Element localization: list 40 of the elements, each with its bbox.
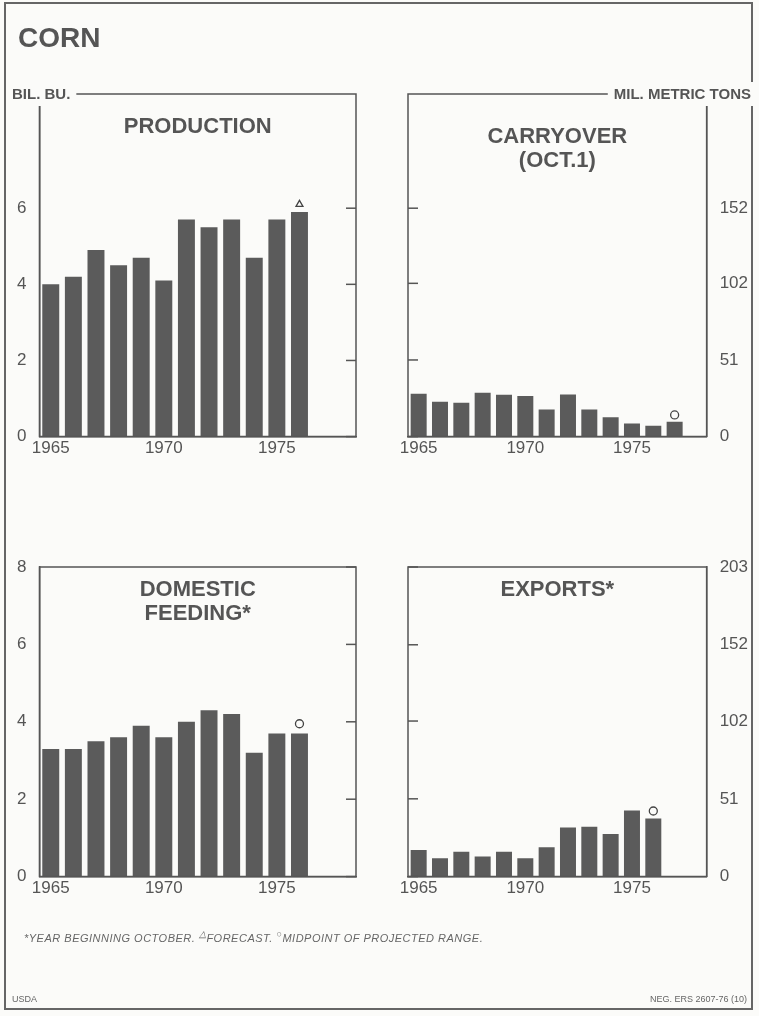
x-tick-label: 1965: [31, 878, 70, 898]
y-tick-label: 2: [16, 788, 27, 808]
text: USDA: [12, 994, 38, 1004]
y2-tick-label: 203: [719, 556, 749, 576]
x-tick-label: 1975: [613, 878, 651, 898]
y2-tick-label: 152: [719, 634, 749, 654]
y2-tick-label: 51: [719, 788, 739, 808]
text: CARRYOVER (OCT.1): [487, 123, 628, 173]
y-axis-title: BIL. BU.: [12, 84, 71, 102]
text: EXPORTS*: [500, 576, 615, 602]
y-tick-label: 0: [16, 426, 27, 446]
y-tick-label: 4: [16, 274, 27, 294]
x-tick-label: 1970: [506, 438, 545, 458]
text: *YEAR BEGINNING OCTOBER. $^{△}$FORECAST. $^{○}$MIDPOINT OF PROJECTED RANGE.: [24, 928, 484, 944]
x-tick-label: 1965: [31, 438, 70, 458]
y-tick-label: 6: [16, 634, 27, 654]
y-tick-label: 4: [16, 711, 27, 731]
text: NEG. ERS 2607-76 (10): [649, 994, 747, 1004]
x-tick-label: 1970: [144, 438, 183, 458]
y2-tick-label: 0: [719, 426, 730, 446]
y-tick-label: 2: [16, 350, 27, 370]
x-tick-label: 1965: [399, 878, 438, 898]
x-tick-label: 1970: [144, 878, 183, 898]
y-tick-label: 6: [16, 197, 27, 217]
text: PRODUCTION: [123, 113, 272, 139]
x-tick-label: 1975: [613, 438, 651, 458]
y2-tick-label: 102: [719, 710, 749, 730]
x-tick-label: 1965: [399, 438, 438, 458]
y2-tick-label: 152: [719, 197, 749, 217]
y2-axis-title: MIL. METRIC TONS: [613, 84, 751, 102]
y2-tick-label: 0: [719, 866, 730, 886]
y-tick-label: 8: [16, 556, 27, 576]
y2-tick-label: 102: [719, 273, 749, 293]
x-tick-label: 1970: [506, 878, 545, 898]
x-tick-label: 1975: [257, 878, 296, 898]
y-tick-label: 0: [16, 866, 27, 886]
text: CORN: [18, 22, 101, 54]
y2-tick-label: 51: [719, 349, 739, 369]
text: DOMESTIC FEEDING*: [139, 576, 256, 626]
x-tick-label: 1975: [257, 438, 296, 458]
